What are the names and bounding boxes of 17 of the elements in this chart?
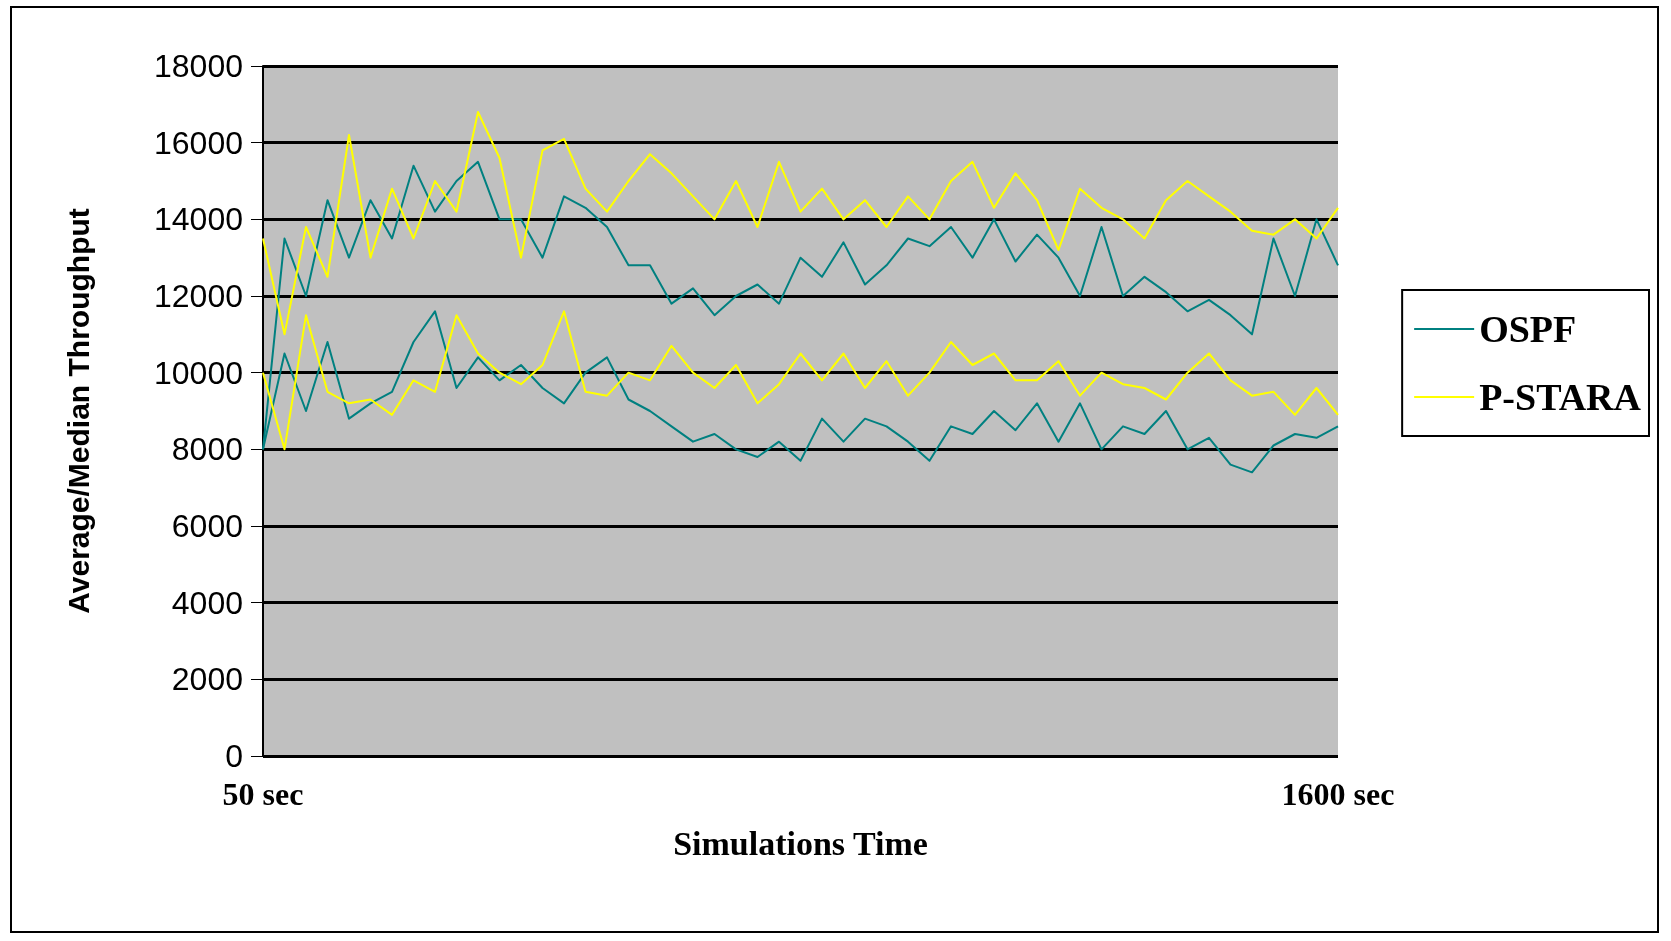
y-tick-label: 4000 [171,584,243,621]
y-tick-label: 10000 [154,354,243,391]
legend-label: OSPF [1479,308,1577,350]
y-tick-label: 6000 [171,508,243,544]
y-tick-label: 0 [225,738,243,774]
y-tick-label: 16000 [154,124,243,161]
x-tick-label: 1600 sec [1281,776,1395,812]
y-tick-label: 2000 [171,661,243,698]
x-tick-label: 50 sec [222,776,304,812]
y-axis-title: Average/Median Throughput [61,208,95,614]
y-tick-label: 14000 [154,201,243,238]
y-tick-label: 12000 [154,278,243,314]
line-series [262,111,1339,336]
x-axis-title: Simulations Time [673,824,928,862]
y-tick-label: 18000 [154,48,243,84]
y-tick-label: 8000 [171,431,243,468]
legend-label: P-STARA [1479,376,1642,418]
